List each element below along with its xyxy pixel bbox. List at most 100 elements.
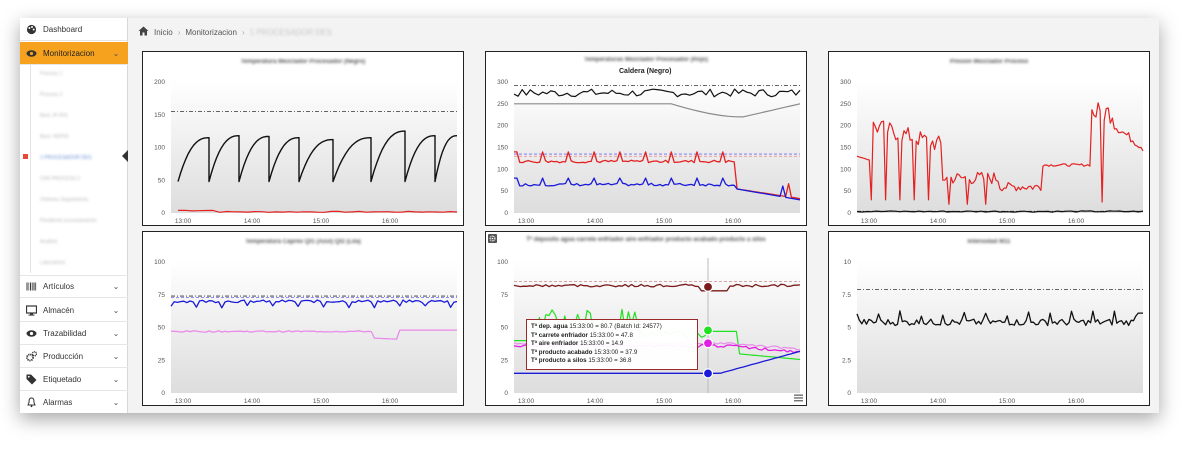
nav-articulos-label: Artículos xyxy=(43,282,75,291)
y-tick-label: 150 xyxy=(840,145,851,152)
submenu-item[interactable]: Proceso 1 xyxy=(40,71,63,77)
breadcrumb: Inicio › Monitorizacion › 1 PROCESADOR D… xyxy=(128,23,332,41)
chevron-down-icon: ⌄ xyxy=(112,397,120,407)
x-tick-label: 13:00 xyxy=(175,218,192,225)
active-pointer-icon xyxy=(122,150,128,162)
x-tick-label: 16:00 xyxy=(1068,398,1085,405)
nav-alarmas[interactable]: Alarmas ⌄ xyxy=(20,391,128,413)
chevron-down-icon: ⌄ xyxy=(112,48,120,58)
x-tick-label: 15:00 xyxy=(313,218,330,225)
submenu-item[interactable]: Proceso 2 xyxy=(40,92,63,98)
chart-2-svg: 0 50 100 150 200 250 300 13:00 14:00 15:00 16:00 xyxy=(497,79,801,225)
chevron-down-icon: ⌄ xyxy=(112,351,120,361)
breadcrumb-home[interactable]: Inicio xyxy=(154,27,173,37)
chart-title: Temperatura Mezclador Procesador (Negro) xyxy=(240,59,366,65)
x-tick-label: 13:00 xyxy=(861,398,878,405)
chevron-down-icon: ⌄ xyxy=(112,374,120,384)
y-tick-label: 50 xyxy=(158,325,166,332)
y-tick-label: 200 xyxy=(154,79,165,86)
y-tick-label: 75 xyxy=(501,292,509,299)
axis-group: 0 50 100 150 200 13:00 14:00 15:00 16:00 xyxy=(154,79,457,225)
submenu-item[interactable]: Ordenes Seguimiento xyxy=(40,197,89,203)
chart-title: Intensidad M11 xyxy=(967,239,1011,245)
series-line-temperature xyxy=(177,130,458,183)
tags-icon xyxy=(26,374,37,385)
tooltip-line: Tª carrete enfriador 15:33:00 = 47.8 xyxy=(531,331,633,339)
chart-6-svg: 0 2.5 5 7.5 10 13:00 14:00 15:00 16:00 xyxy=(842,259,1143,405)
x-tick-label: 13:00 xyxy=(518,398,535,405)
x-tick-label: 14:00 xyxy=(587,398,604,405)
y-tick-label: 5 xyxy=(847,325,851,332)
x-tick-label: 16:00 xyxy=(1068,218,1085,225)
sidebar: Dashboard Monitorizacion ⌄ Proceso 1 Proc… xyxy=(20,18,128,413)
gear-icon[interactable] xyxy=(488,234,497,243)
nav-almacen[interactable]: Almacén ⌄ xyxy=(20,299,128,322)
nav-dashboard[interactable]: Dashboard xyxy=(20,18,128,41)
submenu-item[interactable]: CIRI PROCESS 2 xyxy=(40,176,81,182)
submenu-item[interactable]: Best. HEP05 xyxy=(40,134,69,140)
submenu-item[interactable]: Analisis xyxy=(40,239,58,245)
home-icon[interactable] xyxy=(138,26,149,38)
chart-4-svg: 0 25 50 75 100 13:00 14:00 15:00 16:00 xyxy=(154,259,458,405)
nav-produccion[interactable]: Producción ⌄ xyxy=(20,345,128,368)
palette-icon xyxy=(26,24,37,35)
nav-dashboard-label: Dashboard xyxy=(43,24,83,34)
x-tick-label: 15:00 xyxy=(999,218,1016,225)
y-tick-label: 0 xyxy=(504,390,508,397)
nav-etiquetado-label: Etiquetado xyxy=(43,374,82,384)
nav-trazabilidad[interactable]: Trazabilidad ⌄ xyxy=(20,322,128,345)
series-line-red xyxy=(177,209,458,213)
axis-group: 0 50 100 150 200 250 300 13:00 14:00 15:00 16:00 xyxy=(840,79,1143,225)
y-tick-label: 100 xyxy=(840,166,851,173)
chart-panel-5: Tª deposito agua carrete enfriador aire … xyxy=(485,231,807,406)
y-tick-label: 25 xyxy=(501,357,509,364)
submenu-item[interactable]: 1 PROCESADOR DES xyxy=(40,155,92,161)
y-tick-label: 300 xyxy=(840,79,851,86)
nav-produccion-label: Producción xyxy=(43,351,84,361)
chart-3-svg: 0 50 100 150 200 250 300 13:00 14:00 15:00 16:00 xyxy=(840,79,1144,225)
breadcrumb-separator: › xyxy=(177,27,181,37)
nav-articulos[interactable]: Artículos ⌄ xyxy=(20,275,128,298)
y-tick-label: 0 xyxy=(847,390,851,397)
crosshair-marker xyxy=(702,281,714,292)
breadcrumb-separator: › xyxy=(241,27,245,37)
y-tick-label: 50 xyxy=(844,188,852,195)
chevron-down-icon: ⌄ xyxy=(112,328,120,338)
chevron-down-icon: ⌄ xyxy=(112,305,120,315)
y-tick-label: 100 xyxy=(497,166,508,173)
plot-background xyxy=(857,260,1143,393)
tooltip-line: Tª dep. agua 15:33:00 = 80.7 (Batch Id: … xyxy=(531,323,662,330)
chart-title: Temperatura Caprex Qt1 (Azul) Qt2 (Lila) xyxy=(245,239,361,245)
chevron-down-icon: ⌄ xyxy=(112,282,120,291)
bell-icon xyxy=(26,396,37,408)
x-tick-label: 13:00 xyxy=(518,218,535,225)
series-line-gray xyxy=(514,103,801,118)
y-tick-label: 250 xyxy=(840,101,851,108)
y-tick-label: 100 xyxy=(154,145,165,152)
series-line-producto-silos xyxy=(514,350,801,374)
nav-monitorizacion[interactable]: Monitorizacion ⌄ xyxy=(20,42,128,65)
hamburger-icon[interactable] xyxy=(794,394,803,402)
submenu-item[interactable]: Pendiente procesamiento xyxy=(40,218,97,224)
chart-1-svg: 0 50 100 150 200 13:00 14:00 15:00 16:00 xyxy=(154,79,458,225)
app-window: Dashboard Monitorizacion ⌄ Proceso 1 Proc… xyxy=(20,18,1159,413)
tooltip-line: Tª aire enfriador 15:33:00 = 14.9 xyxy=(531,340,624,347)
crosshair-marker xyxy=(702,325,714,336)
chart-title: Temperaturas Mezclador Procesador (Rojo) xyxy=(584,57,708,63)
nav-etiquetado[interactable]: Etiquetado ⌄ xyxy=(20,368,128,391)
x-tick-label: 14:00 xyxy=(244,398,261,405)
x-tick-label: 16:00 xyxy=(725,398,742,405)
y-tick-label: 0 xyxy=(504,210,508,217)
x-tick-label: 14:00 xyxy=(587,218,604,225)
submenu-item[interactable]: Best. IP-P01 xyxy=(40,113,69,119)
breadcrumb-section[interactable]: Monitorizacion xyxy=(185,27,237,37)
gears-icon xyxy=(26,350,37,362)
chart-panel-1: Temperatura Mezclador Procesador (Negro)… xyxy=(142,51,464,226)
y-tick-label: 75 xyxy=(158,292,166,299)
plot-background xyxy=(171,260,457,393)
submenu-item[interactable]: Laboratorio xyxy=(40,260,66,266)
y-tick-label: 200 xyxy=(840,123,851,130)
eye-icon xyxy=(26,328,37,339)
y-tick-label: 0 xyxy=(161,210,165,217)
plot-background xyxy=(171,80,457,213)
